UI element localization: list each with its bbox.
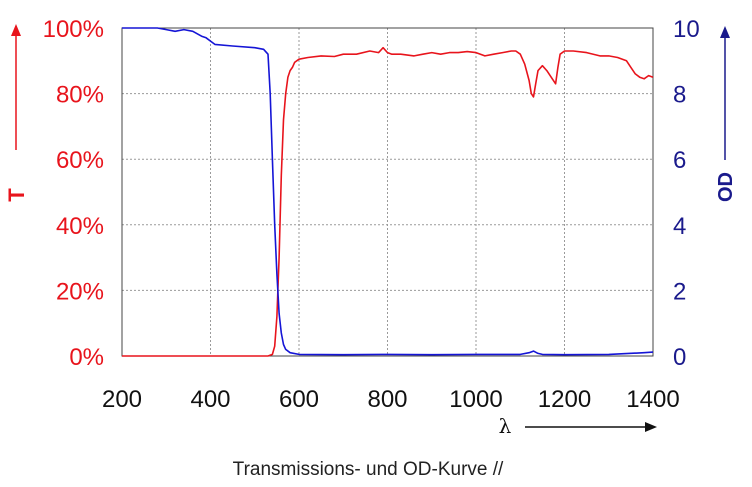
left-y-tick-label: 40%	[56, 213, 104, 240]
od-series-line	[122, 27, 654, 356]
left-y-tick-label: 20%	[56, 278, 104, 305]
x-tick-label: 1200	[538, 386, 591, 413]
x-axis-label: λ	[499, 414, 512, 438]
series-layer	[122, 27, 654, 357]
od-axis-label: OD	[715, 172, 737, 202]
right-y-tick-label: 8	[673, 82, 686, 109]
gridlines	[122, 28, 653, 356]
t-axis-label: T	[4, 188, 29, 202]
right-y-tick-label: 10	[673, 16, 700, 43]
left-y-ticks: 0% 20% 40% 60% 80% 100%	[43, 16, 104, 371]
x-tick-label: 800	[367, 386, 407, 413]
right-y-tick-label: 4	[673, 213, 686, 240]
x-tick-label: 400	[190, 386, 230, 413]
x-tick-label: 200	[102, 386, 142, 413]
chart-caption: Transmissions- und OD-Kurve //	[233, 459, 504, 480]
right-y-tick-label: 6	[673, 147, 686, 174]
left-y-tick-label: 80%	[56, 82, 104, 109]
left-y-tick-label: 0%	[69, 344, 104, 371]
x-tick-label: 1400	[626, 386, 679, 413]
x-ticks: 200 400 600 800 1000 1200 1400	[102, 386, 680, 413]
x-axis-arrow-head	[645, 422, 657, 432]
right-y-tick-label: 2	[673, 278, 686, 305]
od-axis-indicator: OD	[715, 26, 737, 202]
lambda-axis-indicator: λ	[499, 414, 657, 438]
right-y-ticks: 0 2 4 6 8 10	[673, 16, 700, 371]
t-axis-indicator: T	[4, 24, 29, 202]
left-y-tick-label: 100%	[43, 16, 104, 43]
transmission-series-line	[122, 46, 654, 357]
left-y-tick-label: 60%	[56, 147, 104, 174]
t-axis-arrow-head	[11, 24, 21, 36]
right-y-tick-label: 0	[673, 344, 686, 371]
x-tick-label: 1000	[449, 386, 502, 413]
x-tick-label: 600	[279, 386, 319, 413]
plot-frame	[121, 27, 654, 357]
od-axis-arrow-head	[720, 26, 730, 38]
